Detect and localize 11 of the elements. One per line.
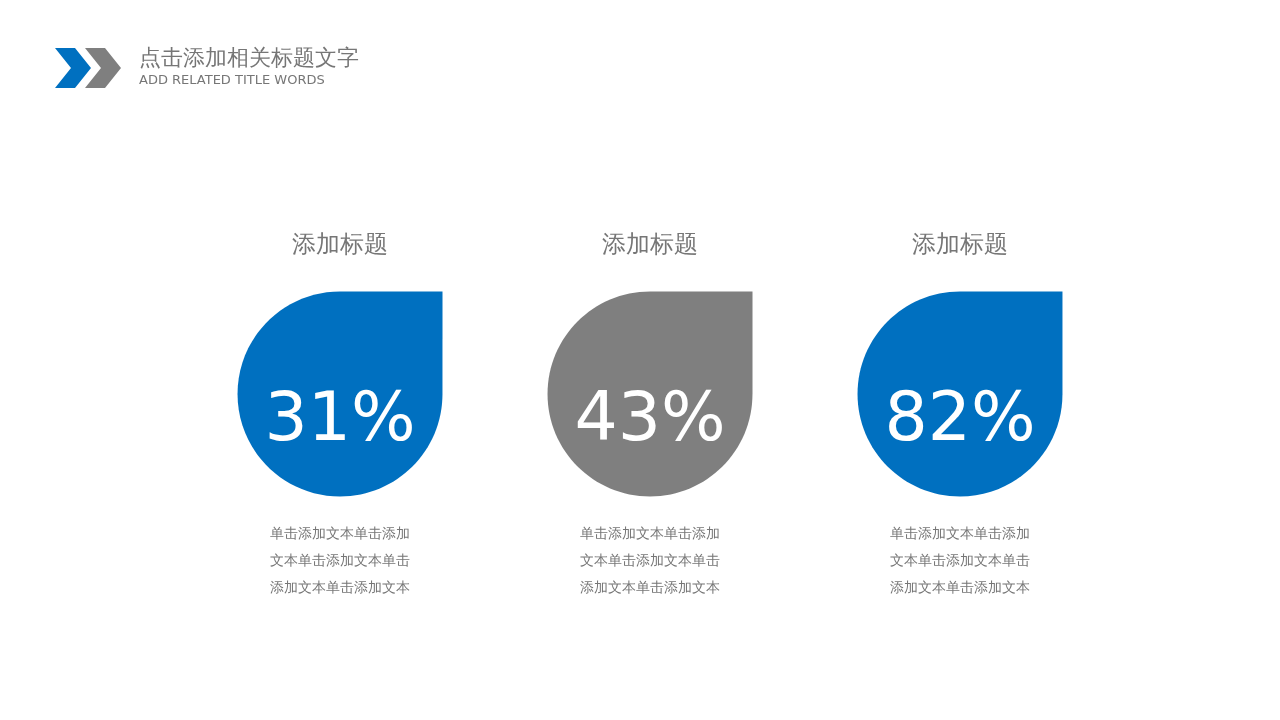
data-label: 31%: [264, 377, 416, 456]
text: ADD RELATED TITLE WORDS: [139, 72, 326, 88]
category-label: 添加标题: [602, 230, 698, 258]
text: 单击添加文本单击添加文本单击添加文本单击添加文本单击添加文本: [890, 525, 1030, 595]
category-label: 添加标题: [912, 230, 1008, 258]
text: 单击添加文本单击添加文本单击添加文本单击添加文本单击添加文本: [270, 525, 410, 595]
data-label: 82%: [884, 377, 1036, 456]
category-label: 添加标题: [292, 230, 388, 258]
data-label: 43%: [574, 377, 726, 456]
text: 点击添加相关标题文字: [139, 44, 359, 72]
text: 单击添加文本单击添加文本单击添加文本单击添加文本单击添加文本: [580, 525, 720, 595]
